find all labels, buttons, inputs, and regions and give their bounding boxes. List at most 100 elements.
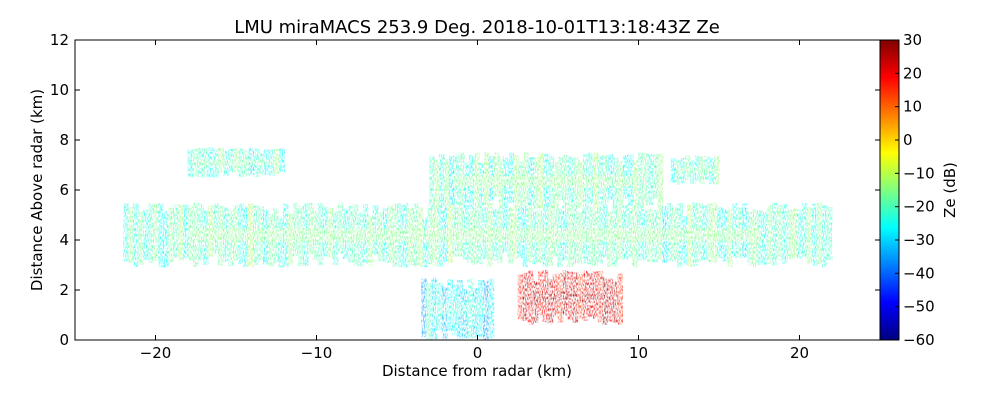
echo-cell — [277, 217, 284, 268]
colorbar-tick-label: −20 — [903, 198, 935, 216]
colorbar — [879, 39, 900, 341]
echo-cell — [173, 204, 179, 258]
colorbar-tick-label: −40 — [903, 264, 935, 282]
echo-cell — [274, 148, 280, 175]
colorbar-tick-label: 20 — [903, 64, 922, 82]
y-tick-label: 0 — [59, 331, 69, 349]
x-tick-label: 20 — [790, 344, 809, 362]
echo-cell — [714, 156, 720, 185]
echo-cell — [422, 217, 429, 268]
colorbar-tick-label: −60 — [903, 331, 935, 349]
echo-cell — [766, 205, 773, 264]
x-tick-label: −10 — [301, 344, 333, 362]
echo-cell — [637, 152, 644, 210]
echo-cell — [421, 278, 427, 337]
colorbar-tick-label: −10 — [903, 164, 935, 182]
radar-echoes — [123, 147, 833, 340]
chart-title: LMU miraMACS 253.9 Deg. 2018-10-01T13:18… — [234, 17, 720, 38]
echo-cell — [187, 149, 194, 178]
echo-cell — [153, 203, 159, 261]
echo-cell — [279, 148, 285, 173]
echo-upper-left-fragment — [187, 147, 285, 178]
echo-upper-right-fragment — [670, 155, 720, 185]
y-tick-label: 4 — [59, 231, 69, 249]
echo-cell — [642, 153, 649, 206]
x-axis-label: Distance from radar (km) — [382, 362, 572, 380]
echo-cell — [429, 156, 435, 210]
echo-band — [452, 175, 640, 187]
echo-cell — [493, 152, 500, 197]
x-tick-label: 10 — [629, 344, 648, 362]
echo-main-cloud-layer — [123, 202, 833, 268]
echo-cell — [796, 209, 803, 259]
echo-cell — [826, 206, 833, 261]
echo-cell — [178, 204, 184, 261]
x-axis: −20 −10 0 10 20 — [140, 40, 809, 362]
y-tick-label: 6 — [59, 181, 69, 199]
colorbar-tick-label: −50 — [903, 298, 935, 316]
colorbar-tick-label: −30 — [903, 231, 935, 249]
echo-low-cloud-left — [421, 277, 495, 340]
echo-cell — [213, 203, 219, 254]
echo-cell — [761, 212, 768, 265]
echo-cell — [143, 209, 149, 260]
echo-cell — [123, 203, 129, 262]
echo-cell — [183, 204, 189, 259]
y-tick-label: 10 — [50, 81, 69, 99]
echo-band — [528, 292, 612, 303]
colorbar-tick-label: 0 — [903, 131, 913, 149]
y-tick-label: 8 — [59, 131, 69, 149]
echo-cell — [801, 202, 808, 257]
echo-upper-cloud-layer — [429, 152, 664, 210]
echo-cell — [138, 211, 144, 265]
colorbar-axis: −60 −50 −40 −30 −20 −10 0 10 20 30 — [895, 31, 935, 349]
echo-cell — [670, 158, 677, 183]
echo-cell — [444, 158, 450, 207]
echo-cell — [488, 278, 495, 339]
echo-cell — [434, 159, 440, 209]
echo-cell — [158, 203, 164, 268]
echo-cell — [816, 202, 823, 265]
echo-cell — [168, 207, 174, 264]
y-tick-label: 2 — [59, 281, 69, 299]
colorbar-tick-label: 30 — [903, 31, 922, 49]
echo-cell — [791, 208, 798, 259]
echo-band — [675, 167, 715, 173]
echo-cell — [657, 153, 664, 207]
echo-cell — [781, 203, 788, 264]
echo-cell — [786, 209, 793, 260]
echo-cell — [133, 203, 139, 267]
echo-precipitation-core — [517, 270, 623, 325]
echo-cell — [771, 202, 778, 266]
echo-band — [197, 159, 275, 166]
echo-cell — [337, 202, 344, 254]
y-axis: 0 2 4 6 8 10 12 — [50, 31, 880, 349]
echo-cell — [128, 207, 134, 264]
echo-cell — [449, 155, 455, 206]
echo-cell — [811, 203, 818, 266]
echo-cell — [148, 203, 154, 264]
echo-cell — [612, 281, 619, 324]
echo-cell — [192, 148, 199, 177]
echo-cell — [617, 273, 623, 325]
echo-cell — [821, 205, 828, 268]
echo-band — [194, 228, 761, 242]
echo-cell — [502, 203, 509, 253]
echo-cell — [652, 154, 659, 199]
echo-cell — [522, 272, 529, 321]
echo-cell — [517, 274, 524, 320]
echo-cell — [776, 204, 783, 261]
x-tick-label: −20 — [140, 344, 172, 362]
colorbar-tick-label: 10 — [903, 98, 922, 116]
echo-band — [428, 302, 487, 315]
echo-cell — [163, 211, 169, 268]
y-axis-label: Distance Above radar (km) — [28, 89, 46, 291]
colorbar-label: Ze (dB) — [941, 162, 959, 218]
echo-cell — [647, 154, 654, 205]
echo-cell — [188, 206, 194, 261]
echo-cell — [806, 207, 813, 264]
x-tick-label: 0 — [473, 344, 483, 362]
y-tick-label: 12 — [50, 31, 69, 49]
echo-cell — [439, 154, 445, 209]
